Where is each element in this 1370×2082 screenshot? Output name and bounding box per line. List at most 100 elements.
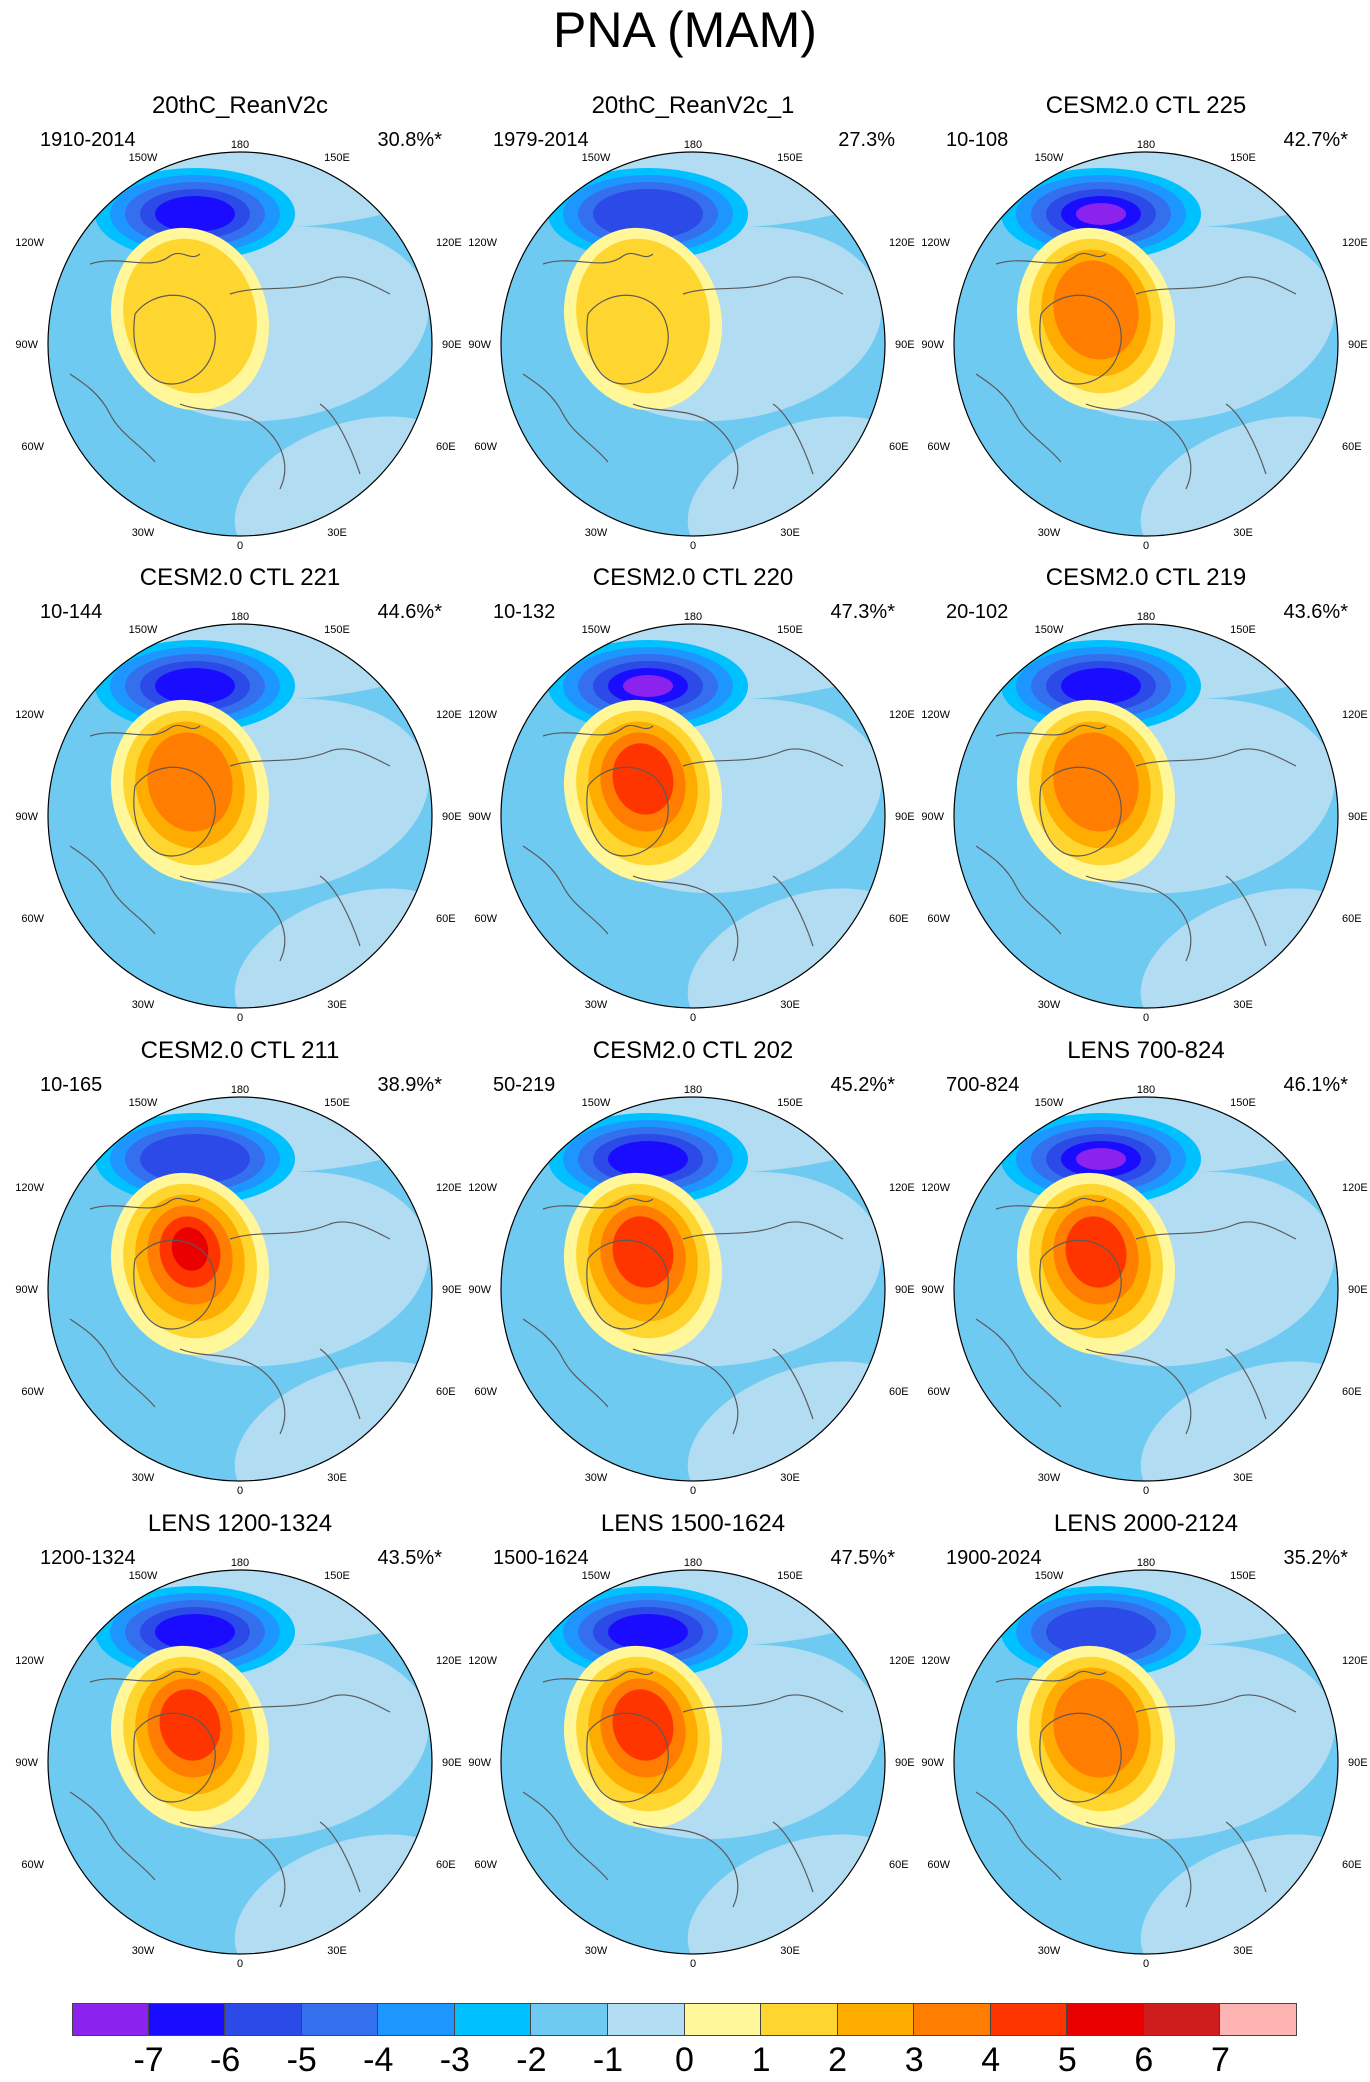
coastline (682, 1694, 844, 1713)
longitude-label: 90W (15, 1757, 38, 1769)
map-boundary (500, 623, 886, 1009)
coastline (1039, 766, 1122, 857)
panel-variance: 27.3% (838, 129, 895, 151)
coastline (772, 1348, 814, 1420)
coastline (682, 276, 844, 295)
coastline (1225, 1348, 1267, 1420)
panel-title: LENS 1200-1324 (147, 1510, 333, 1537)
coastline (522, 1791, 609, 1881)
longitude-label: 30W (132, 1472, 155, 1484)
longitude-label: 90W (15, 1284, 38, 1296)
panel-period: 700-824 (946, 1074, 1020, 1096)
longitude-label: 60E (1342, 1859, 1362, 1871)
longitude-label: 150W (582, 152, 611, 164)
longitude-label: 60W (927, 1386, 950, 1398)
contour-fill-positive (576, 238, 710, 394)
longitude-label: 180 (684, 139, 702, 151)
panel-variance: 43.5%* (377, 1547, 443, 1569)
panel-variance: 45.2%* (830, 1074, 896, 1096)
colorbar-tick-label: -3 (439, 2041, 470, 2079)
coastline (995, 252, 1107, 265)
map-panel: LENS 700-824 700-824 46.1%* 180 150W 150E 120W… (921, 1037, 1367, 1497)
map-panel: CESM2.0 CTL 202 50-219 45.2%* 180 150W 150E 12… (468, 1037, 914, 1497)
longitude-label: 120E (889, 237, 915, 249)
coastline (89, 724, 201, 737)
longitude-label: 0 (237, 540, 243, 552)
longitude-label: 180 (1137, 139, 1155, 151)
coastline (89, 1670, 201, 1683)
coastline (1085, 1348, 1192, 1435)
coastline (133, 766, 216, 857)
map-panel: 20thC_ReanV2c 1910-2014 30.8%* 180 150W 150E 1… (15, 92, 461, 552)
longitude-label: 90W (15, 811, 38, 823)
longitude-label: 90W (15, 339, 38, 351)
longitude-label: 30W (132, 999, 155, 1011)
longitude-label: 30E (1233, 527, 1253, 539)
panel-period: 10-144 (40, 601, 103, 623)
map-panel: 20thC_ReanV2c_1 1979-2014 27.3% 180 150W 150E… (468, 92, 914, 552)
coastline (682, 1221, 844, 1240)
longitude-label: 180 (231, 1084, 249, 1096)
longitude-label: 120E (1342, 709, 1368, 721)
longitude-label: 90W (468, 339, 491, 351)
contour-fill-positive (159, 1689, 221, 1761)
coastline (772, 875, 814, 947)
coastline (69, 1791, 156, 1881)
polar-map: 180 150W 150E 120W 120E 90W 90E 60W 60E 30W 30E 0 (468, 1557, 914, 1970)
panel-variance: 44.6%* (377, 601, 443, 623)
map-panel: LENS 1500-1624 1500-1624 47.5%* 180 150W 150E… (468, 1510, 914, 1970)
colorbar-labels: -7 -6 -5 -4 -3 -2 -1 0 1 2 3 4 5 6 7 (72, 2040, 1297, 2080)
longitude-label: 60E (1342, 441, 1362, 453)
longitude-label: 0 (1143, 1012, 1149, 1024)
longitude-label: 0 (690, 1012, 696, 1024)
panel-title: LENS 700-824 (1067, 1037, 1225, 1064)
longitude-label: 0 (690, 1958, 696, 1970)
panel-period: 1200-1324 (40, 1547, 136, 1569)
longitude-label: 120E (889, 1182, 915, 1194)
longitude-label: 90E (895, 1284, 915, 1296)
coastline (586, 1239, 669, 1330)
longitude-label: 120W (921, 709, 950, 721)
coastline (1225, 403, 1267, 475)
panel-variance: 43.6%* (1283, 601, 1349, 623)
colorbar-tick-label: 0 (675, 2041, 694, 2079)
longitude-label: 60W (21, 913, 44, 925)
panel-period: 10-108 (946, 129, 1009, 151)
panel-variance: 47.5%* (830, 1547, 896, 1569)
longitude-label: 150E (324, 1570, 350, 1582)
panel-title: CESM2.0 CTL 219 (1045, 564, 1247, 591)
longitude-label: 90E (1348, 339, 1368, 351)
longitude-label: 60E (436, 913, 456, 925)
colorbar-cell (72, 2003, 149, 2036)
contour-fill-positive (1053, 1678, 1139, 1778)
map-panel: LENS 1200-1324 1200-1324 43.5%* 180 150W 150E… (15, 1510, 461, 1970)
panel-title: 20thC_ReanV2c_1 (591, 92, 795, 119)
longitude-label: 60W (21, 441, 44, 453)
longitude-label: 0 (1143, 1485, 1149, 1497)
colorbar-tick-label: -5 (286, 2041, 317, 2079)
coastline (1135, 1694, 1297, 1713)
coastline (1135, 276, 1297, 295)
longitude-label: 30W (1038, 1945, 1061, 1957)
longitude-label: 90W (468, 1284, 491, 1296)
longitude-label: 30E (1233, 1945, 1253, 1957)
longitude-label: 120E (436, 1655, 462, 1667)
map-panel: CESM2.0 CTL 221 10-144 44.6%* 180 150W 150E 12… (15, 564, 461, 1024)
coastline (69, 845, 156, 935)
longitude-label: 90W (468, 1757, 491, 1769)
longitude-label: 0 (237, 1958, 243, 1970)
coastline (319, 1821, 361, 1893)
longitude-label: 60W (474, 1859, 497, 1871)
coastline (133, 1239, 216, 1330)
longitude-label: 90W (921, 339, 944, 351)
coastline (975, 373, 1062, 463)
longitude-label: 150W (1035, 1097, 1064, 1109)
longitude-label: 180 (231, 611, 249, 623)
longitude-label: 150W (1035, 624, 1064, 636)
longitude-label: 30E (327, 999, 347, 1011)
polar-map: 180 150W 150E 120W 120E 90W 90E 60W 60E 30W 30E 0 (468, 611, 914, 1024)
longitude-label: 120W (15, 1182, 44, 1194)
colorbar-cell (1143, 2003, 1221, 2036)
colorbar-cell (531, 2003, 608, 2036)
panel-variance: 38.9%* (377, 1074, 443, 1096)
